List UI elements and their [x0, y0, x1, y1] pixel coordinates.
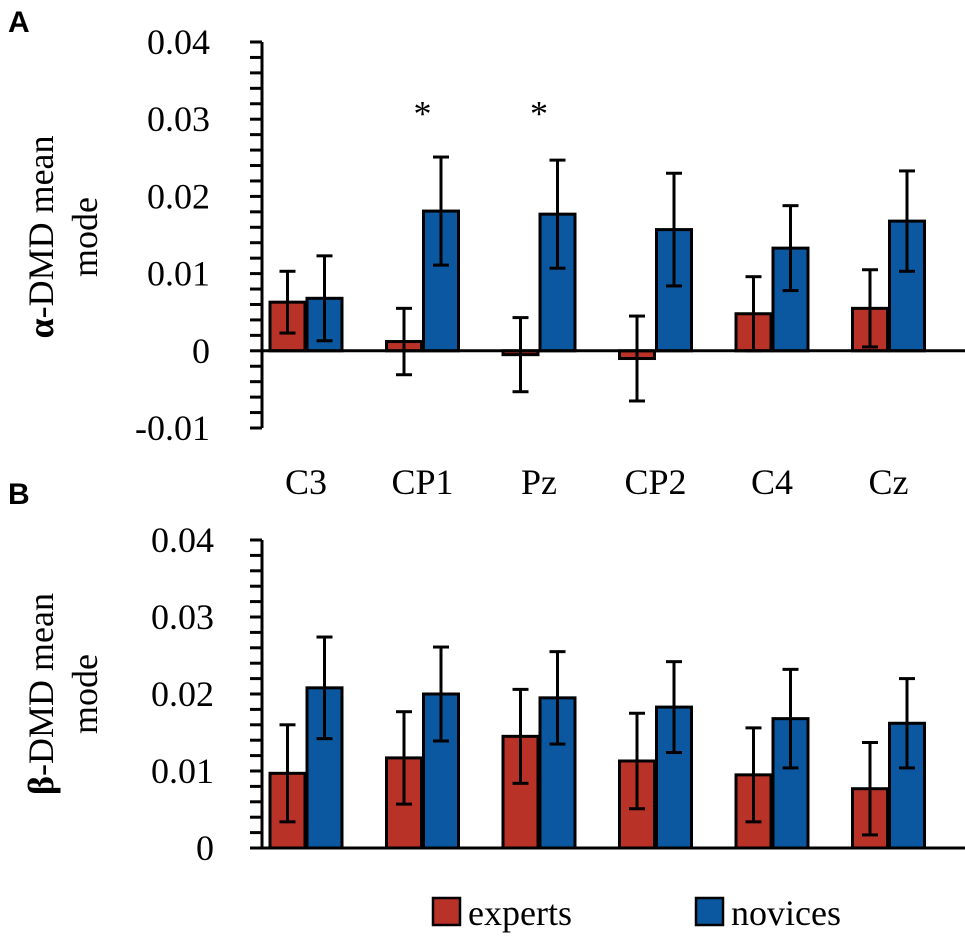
- legend-novices-swatch: [694, 896, 725, 927]
- panel-a-category-label-c4: C4: [751, 462, 793, 502]
- panel-b-ylabel-line2: mode: [65, 654, 105, 734]
- panel-a-plot: C3 CP1 Pz CP2 C4 Cz * * -0.01 0 0.01 0.02 0.03 0.04: [135, 22, 965, 502]
- panel-b-ylabel-text: -DMD mean: [21, 593, 61, 776]
- panel-a-ylabel-text: -DMD mean: [21, 135, 61, 318]
- panel-a-category-label-cp1: CP1: [391, 462, 453, 502]
- legend: experts novices: [431, 893, 841, 933]
- panel-b-plot: 0 0.01 0.02 0.03 0.04: [151, 520, 965, 868]
- panel-a-ylabel-line2: mode: [65, 197, 105, 277]
- panel-a-ylabel-line1: α-DMD mean: [21, 135, 61, 338]
- panel-a-letter: A: [8, 6, 30, 39]
- panel-a-y-tick-label: 0.03: [147, 99, 210, 139]
- legend-experts-label: experts: [468, 893, 572, 933]
- legend-experts-swatch: [431, 896, 462, 927]
- panel-a-significance-marker-pz: *: [530, 93, 548, 133]
- panel-b-ylabel-line1: β-DMD mean: [21, 593, 61, 795]
- panel-a-y-tick-label: 0.02: [147, 176, 210, 216]
- panel-a-category-label-pz: Pz: [521, 462, 557, 502]
- panel-a-y-tick-label: 0.01: [147, 254, 210, 294]
- panel-a-ylabel-symbol: α: [21, 318, 61, 338]
- panel-b-y-tick-label: 0.01: [151, 751, 214, 791]
- panel-b-y-tick-label: 0.03: [151, 597, 214, 637]
- panel-a-category-label-cp2: CP2: [624, 462, 686, 502]
- panel-b-y-tick-label: 0: [196, 828, 214, 868]
- legend-novices-label: novices: [731, 893, 841, 933]
- panel-a-significance-marker-cp1: *: [414, 93, 432, 133]
- panel-a-y-tick-label: -0.01: [135, 408, 210, 448]
- panel-a-y-tick-label: 0: [192, 331, 210, 371]
- panel-a-y-tick-label: 0.04: [147, 22, 210, 62]
- panel-a-category-label-cz: Cz: [869, 462, 909, 502]
- panel-b-ylabel-symbol: β: [21, 776, 61, 795]
- panel-a-category-label-c3: C3: [285, 462, 327, 502]
- panel-b-y-tick-label: 0.04: [151, 520, 214, 560]
- panel-b-y-tick-label: 0.02: [151, 674, 214, 714]
- panel-b-letter: B: [8, 478, 30, 511]
